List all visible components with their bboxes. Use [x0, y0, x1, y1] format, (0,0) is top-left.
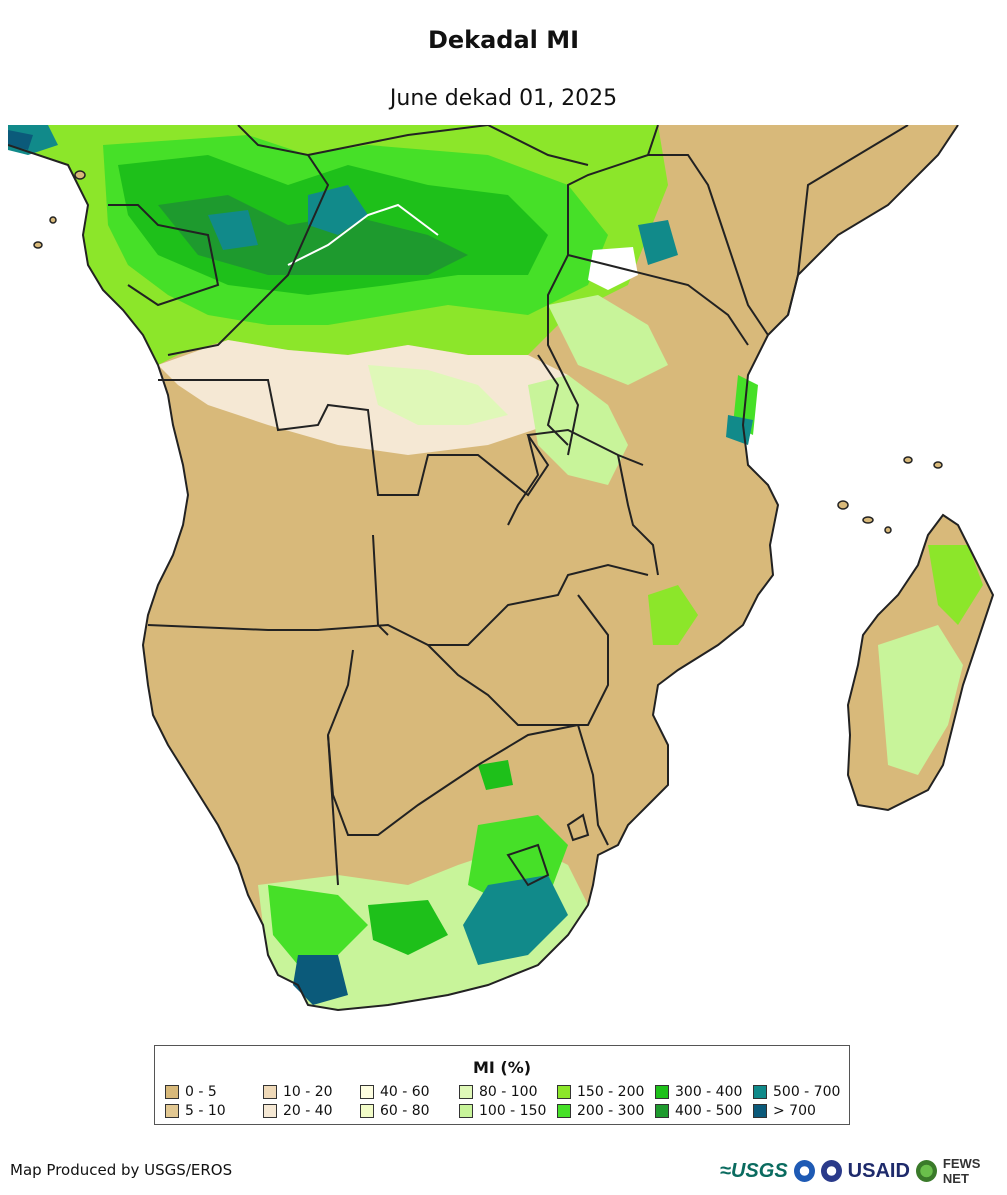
map-title: Dekadal MI: [427, 26, 580, 54]
legend-label: 5 - 10: [185, 1103, 226, 1119]
legend-item: 60 - 80: [360, 1103, 430, 1119]
legend-label: 100 - 150: [479, 1103, 547, 1119]
legend-swatch: [165, 1085, 179, 1099]
legend-label: 10 - 20: [283, 1084, 333, 1100]
logos: ≈USGS USAID FEWS NET: [720, 1156, 1007, 1186]
mi-map: [8, 125, 994, 1012]
legend: MI (%) 0 - 5 5 - 10 10 - 20 20 - 40 40 - 60 6…: [154, 1045, 850, 1125]
legend-label: 0 - 5: [185, 1084, 217, 1100]
legend-item: 5 - 10: [165, 1103, 226, 1119]
legend-label: 60 - 80: [380, 1103, 430, 1119]
noaa-logo: [793, 1160, 815, 1182]
legend-swatch: [557, 1085, 571, 1099]
map-subtitle: June dekad 01, 2025: [389, 86, 618, 111]
legend-item: 300 - 400: [655, 1084, 742, 1100]
legend-label: > 700: [773, 1103, 816, 1119]
legend-label: 500 - 700: [773, 1084, 841, 1100]
legend-swatch: [459, 1104, 473, 1118]
legend-swatch: [459, 1085, 473, 1099]
legend-item: > 700: [753, 1103, 816, 1119]
legend-item: 500 - 700: [753, 1084, 840, 1100]
legend-label: 200 - 300: [577, 1103, 645, 1119]
legend-swatch: [753, 1085, 767, 1099]
legend-swatch: [360, 1085, 374, 1099]
legend-swatch: [263, 1104, 277, 1118]
legend-label: 150 - 200: [577, 1084, 645, 1100]
usgs-logo: ≈USGS: [720, 1159, 788, 1182]
legend-item: 80 - 100: [459, 1084, 538, 1100]
legend-item: 400 - 500: [655, 1103, 742, 1119]
legend-label: 80 - 100: [479, 1084, 538, 1100]
seal-logo: [820, 1160, 842, 1182]
legend-item: 200 - 300: [557, 1103, 644, 1119]
credit-text: Map Produced by USGS/EROS: [10, 1161, 233, 1179]
wet-south: [258, 760, 588, 1010]
legend-item: 40 - 60: [360, 1084, 430, 1100]
legend-swatch: [655, 1104, 669, 1118]
country-borders: [8, 125, 994, 1012]
legend-label: 400 - 500: [675, 1103, 743, 1119]
wet-central: [8, 125, 678, 365]
legend-title: MI (%): [472, 1058, 532, 1077]
legend-item: 0 - 5: [165, 1084, 217, 1100]
legend-item: 20 - 40: [263, 1103, 333, 1119]
fews-net-logo: FEWS NET: [942, 1156, 981, 1186]
legend-swatch: [655, 1085, 669, 1099]
legend-label: 40 - 60: [380, 1084, 430, 1100]
legend-label: 20 - 40: [283, 1103, 333, 1119]
legend-swatch: [557, 1104, 571, 1118]
legend-swatch: [753, 1104, 767, 1118]
legend-item: 100 - 150: [459, 1103, 546, 1119]
legend-label: 300 - 400: [675, 1084, 743, 1100]
usaid-logo: USAID: [847, 1159, 910, 1182]
islands: [33, 170, 943, 534]
legend-item: 10 - 20: [263, 1084, 333, 1100]
legend-item: 150 - 200: [557, 1084, 644, 1100]
legend-swatch: [360, 1104, 374, 1118]
legend-swatch: [263, 1085, 277, 1099]
fews-net-globe-icon: [915, 1160, 937, 1182]
legend-swatch: [165, 1104, 179, 1118]
